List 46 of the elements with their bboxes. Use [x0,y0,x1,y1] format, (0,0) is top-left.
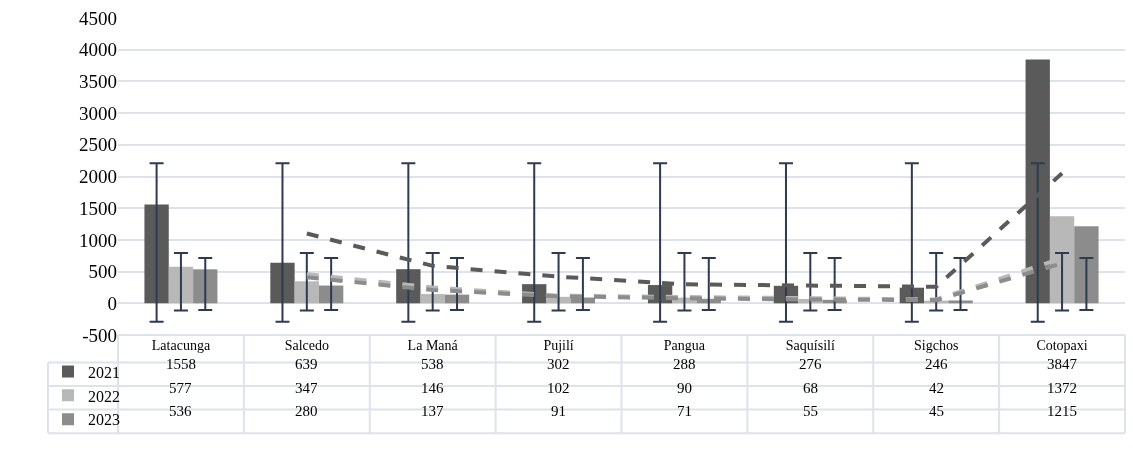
data-label: 302 [547,356,570,372]
y-tick-label: 3000 [79,102,117,124]
y-tick-label: 1500 [79,197,117,219]
y-tick-label: 4000 [79,39,117,61]
data-label: 280 [295,403,318,419]
x-tick-label: Cotopaxi [1036,338,1088,353]
legend-label: 2021 [88,363,120,381]
y-tick-label: 500 [88,261,117,283]
data-label: 347 [295,380,318,396]
legend-label: 2022 [88,387,120,405]
data-label: 536 [169,403,192,419]
data-label: 71 [677,403,692,419]
data-label: 1372 [1047,380,1077,396]
x-tick-label: Saquísilí [785,338,835,353]
data-label: 42 [929,380,944,396]
y-tick-label: 4500 [79,7,117,29]
data-label: 577 [169,380,192,396]
data-label: 1558 [166,356,196,372]
y-tick-label: 1000 [79,229,117,251]
data-label: 1215 [1047,403,1077,419]
data-label: 55 [803,403,818,419]
data-label: 90 [677,380,692,396]
x-tick-label: Sigchos [914,338,959,353]
data-label: 639 [295,356,318,372]
data-label: 3847 [1047,356,1078,372]
y-tick-label: 0 [107,292,117,314]
y-tick-label: 2000 [79,166,117,188]
legend-label: 2023 [88,411,120,429]
x-tick-label: Salcedo [284,338,329,353]
data-label: 68 [803,380,818,396]
data-label: 137 [421,403,444,419]
x-tick-label: Pujilí [543,338,574,353]
data-label: 45 [929,403,944,419]
data-label: 538 [421,356,444,372]
data-label: 288 [673,356,696,372]
x-tick-label: Latacunga [151,338,211,353]
data-label: 102 [547,380,570,396]
x-tick-label: Pangua [663,338,706,353]
data-label: 246 [925,356,948,372]
data-label: 146 [421,380,444,396]
y-tick-label: 2500 [79,134,117,156]
data-label: 91 [551,403,566,419]
x-tick-label: La Maná [407,338,459,353]
y-tick-label: 3500 [79,71,117,93]
y-tick-label: -500 [82,324,117,346]
data-label: 276 [799,356,822,372]
